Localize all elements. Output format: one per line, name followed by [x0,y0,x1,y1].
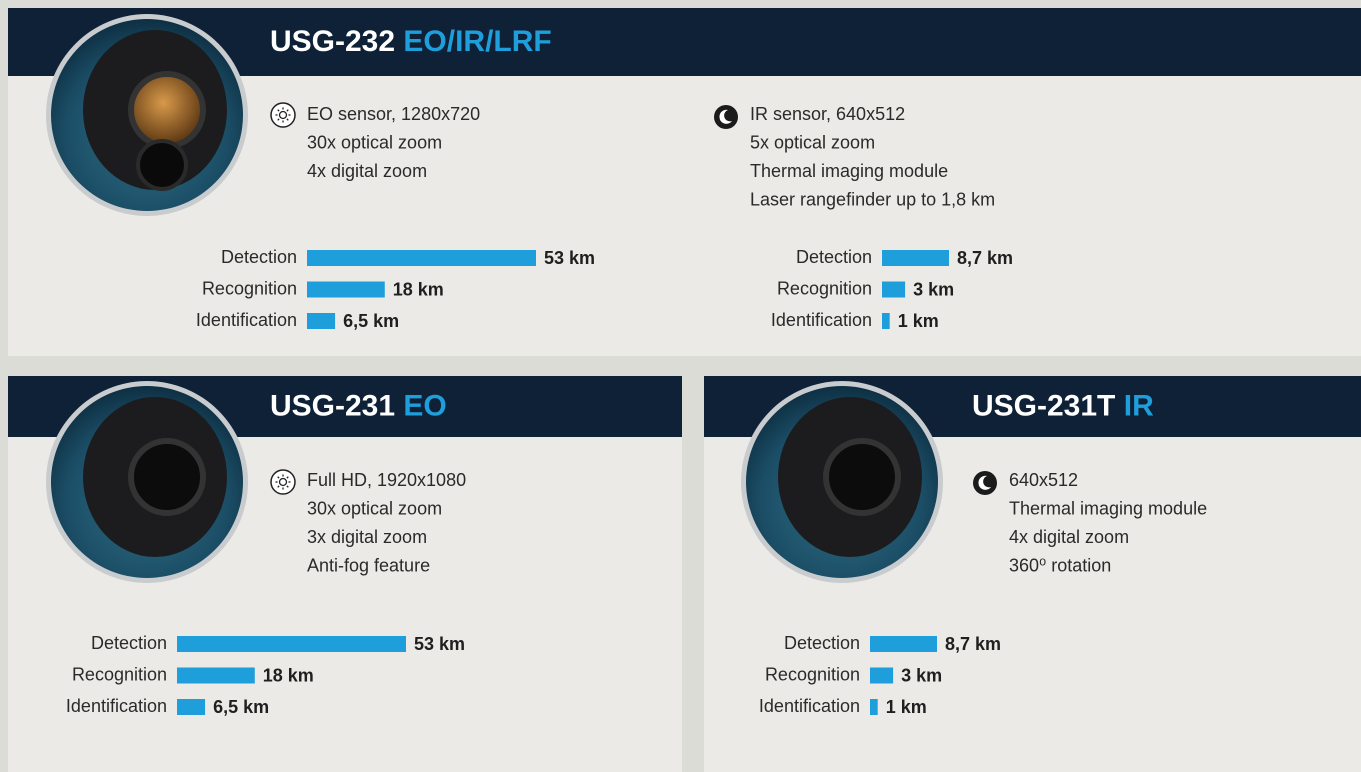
camera-lens [138,141,186,189]
range-value: 18 km [263,665,314,685]
range-value: 53 km [544,248,595,268]
range-value: 8,7 km [945,634,1001,654]
spec-line: 4x digital zoom [307,161,427,181]
range-bar [307,313,335,329]
icon-disc [714,105,738,129]
range-value: 3 km [913,279,954,299]
range-bar [177,699,205,715]
icon-disc [973,471,997,495]
range-value: 53 km [414,634,465,654]
range-label: Detection [91,633,167,653]
range-bar [177,636,406,652]
model: USG-232 [270,25,395,58]
range-label: Identification [771,310,872,330]
range-bar [870,636,937,652]
camera-lens [826,441,898,513]
spec-line: EO sensor, 1280x720 [307,104,480,124]
range-value: 3 km [901,665,942,685]
icon-ring [271,103,295,127]
model-suffix: IR [1124,389,1154,422]
range-bar [870,699,878,715]
model: USG-231 [270,389,395,422]
range-label: Identification [196,310,297,330]
spec-line: 360⁰ rotation [1009,555,1111,575]
range-label: Detection [784,633,860,653]
range-value: 1 km [898,311,939,331]
range-value: 8,7 km [957,248,1013,268]
range-value: 6,5 km [343,311,399,331]
range-label: Recognition [765,664,860,684]
model: USG-231T [972,389,1115,422]
range-label: Identification [759,696,860,716]
product-title: USG-231 EO [270,389,447,422]
spec-line: 640x512 [1009,470,1078,490]
spec-line: 5x optical zoom [750,132,875,152]
range-bar [307,282,385,298]
icon-ring [271,470,295,494]
spec-line: IR sensor, 640x512 [750,104,905,124]
range-value: 18 km [393,279,444,299]
range-value: 1 km [886,697,927,717]
range-bar [870,668,893,684]
camera-lens [131,441,203,513]
range-label: Recognition [202,278,297,298]
range-label: Identification [66,696,167,716]
spec-line: 30x optical zoom [307,132,442,152]
spec-line: 4x digital zoom [1009,527,1129,547]
range-bar [177,668,255,684]
range-bar [307,250,536,266]
product-title: USG-231T IR [972,389,1154,422]
range-bar [882,282,905,298]
spec-line: 30x optical zoom [307,498,442,518]
spec-line: Thermal imaging module [1009,498,1207,518]
product-title: USG-232 EO/IR/LRF [270,25,552,58]
range-label: Detection [221,247,297,267]
camera-lens [131,74,203,146]
model-suffix: EO [403,389,446,422]
range-bar [882,313,890,329]
spec-line: Thermal imaging module [750,161,948,181]
spec-line: Laser rangefinder up to 1,8 km [750,189,995,209]
spec-line: Full HD, 1920x1080 [307,470,466,490]
model-suffix: EO/IR/LRF [403,25,551,58]
range-bar [882,250,949,266]
page: USG-232 EO/IR/LRF EO sensor, 1280x720 30x … [0,0,1361,772]
range-label: Recognition [777,278,872,298]
range-label: Detection [796,247,872,267]
spec-line: 3x digital zoom [307,527,427,547]
spec-line: Anti-fog feature [307,555,430,575]
range-value: 6,5 km [213,697,269,717]
range-label: Recognition [72,664,167,684]
